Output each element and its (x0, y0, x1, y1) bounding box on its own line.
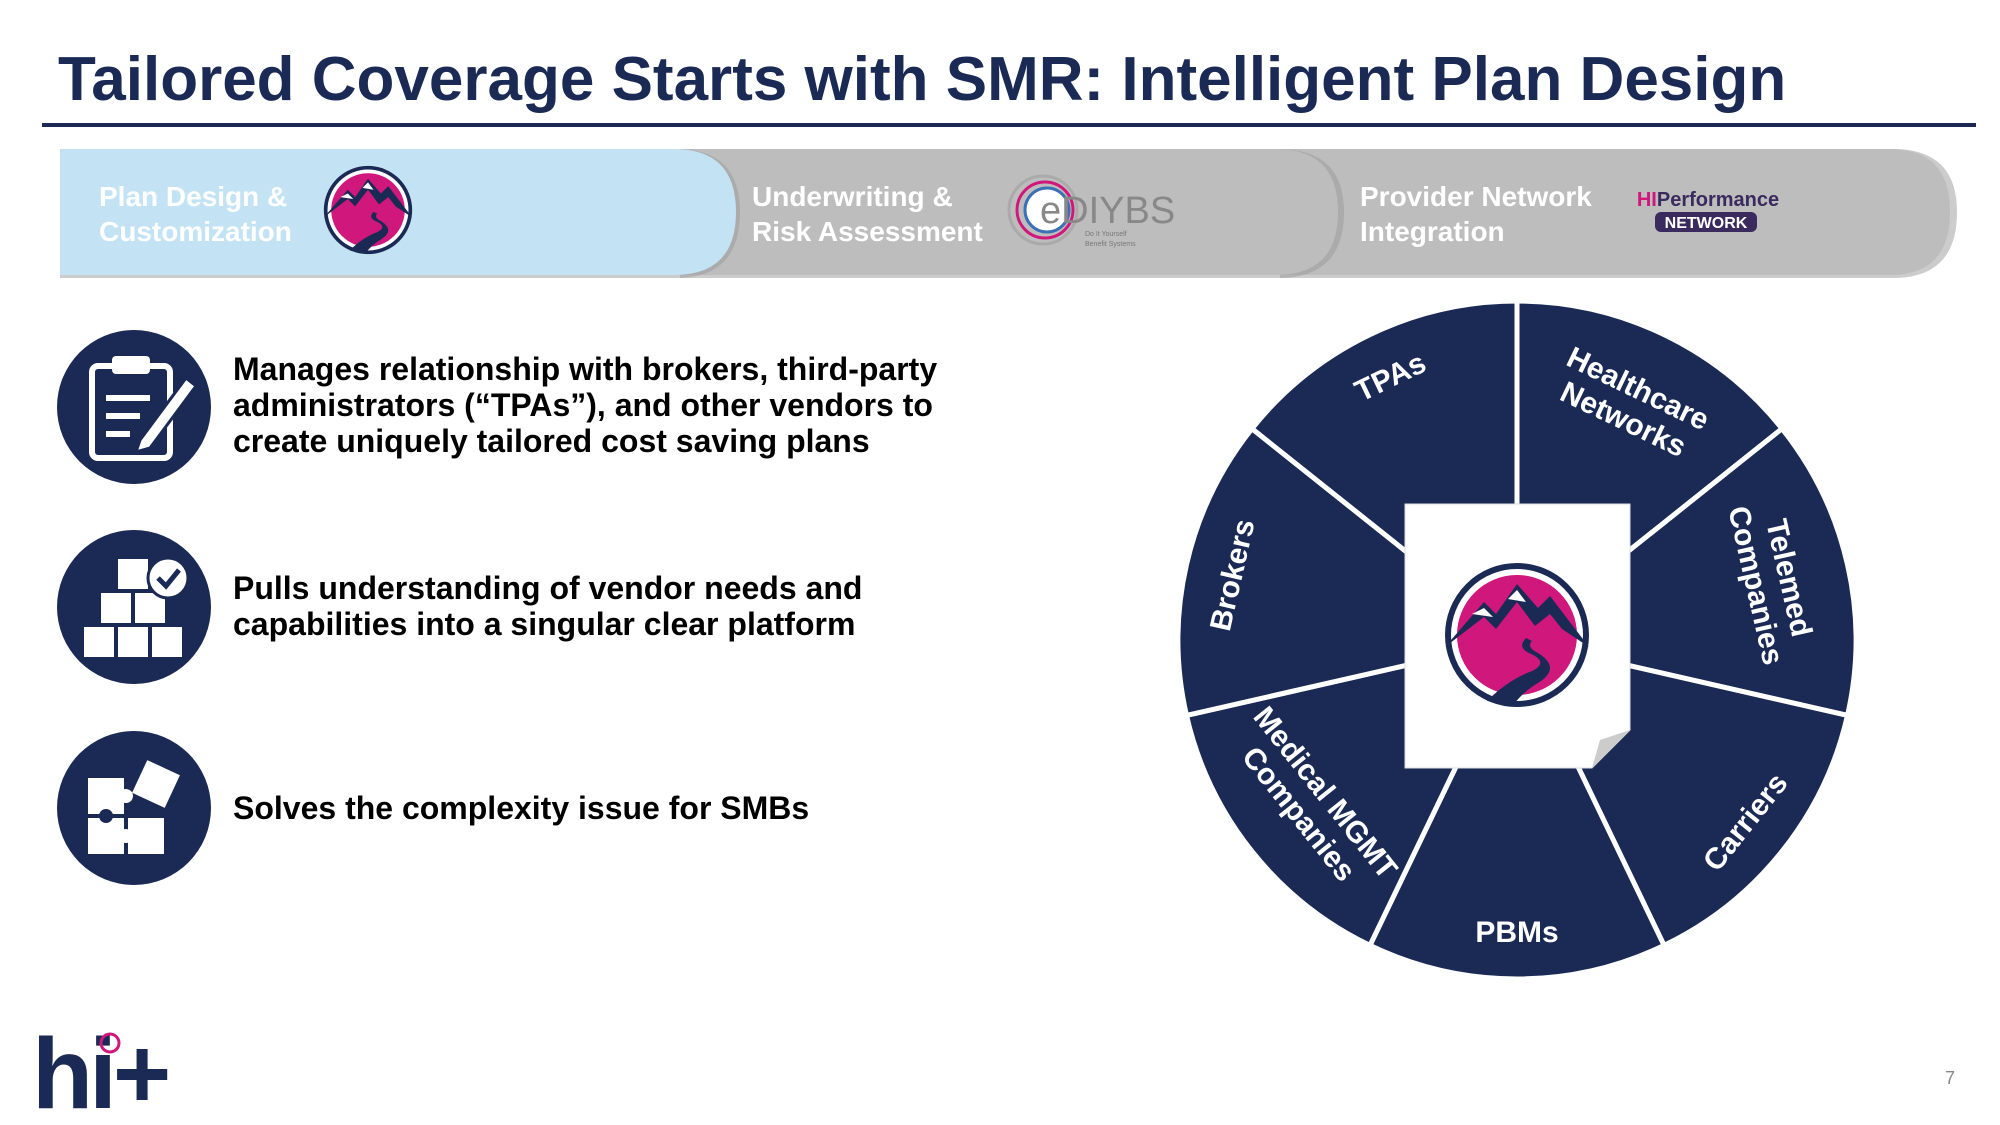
bullet-text: administrators (“TPAs”), and other vendo… (233, 387, 933, 423)
title: Tailored Coverage Starts with SMR: Intel… (58, 45, 1786, 114)
step-label: Provider Network (1360, 181, 1592, 212)
bullet-text: Pulls understanding of vendor needs and (233, 570, 862, 606)
brand: hi+ (32, 1018, 168, 1125)
wheel-label-line: PBMs (1475, 916, 1558, 949)
wheel-segment (1366, 634, 1668, 982)
step-label: Customization (99, 216, 292, 247)
logo-text: eDIYBS (1040, 190, 1175, 232)
puzzle-icon (57, 731, 211, 885)
logo-sub: Benefit Systems (1085, 241, 1136, 248)
logo-prefix: HI (1637, 189, 1657, 211)
step-label: Risk Assessment (752, 216, 983, 247)
ediybs-logo: eDIYBS Do It Yourself Benefit Systems (1007, 174, 1175, 248)
boxes-icon (57, 530, 211, 684)
chevron (1280, 149, 1950, 275)
bullet-text: create uniquely tailored cost saving pla… (233, 423, 870, 459)
logo-main: Performance (1657, 189, 1779, 211)
bullet-text: Manages relationship with brokers, third… (233, 351, 937, 387)
bullet-text: capabilities into a singular clear platf… (233, 606, 855, 642)
clipboard-icon (57, 330, 211, 484)
center-logo (1445, 566, 1589, 704)
step-label: Plan Design & (99, 181, 287, 212)
step-label: Integration (1360, 216, 1505, 247)
smr-logo (322, 165, 414, 255)
logo-text: HIPerformance (1637, 189, 1779, 211)
step-label: Underwriting & (752, 181, 953, 212)
bullet-text: Solves the complexity issue for SMBs (233, 790, 809, 826)
logo-sub: Do It Yourself (1085, 231, 1127, 238)
wheel-label: PBMs (1475, 916, 1558, 949)
page-number: 7 (1945, 1068, 1955, 1088)
brand-logo: hi+ (32, 1018, 172, 1125)
logo-badge: NETWORK (1665, 215, 1748, 232)
hiperformance-logo: HIPerformance NETWORK (1637, 189, 1779, 232)
